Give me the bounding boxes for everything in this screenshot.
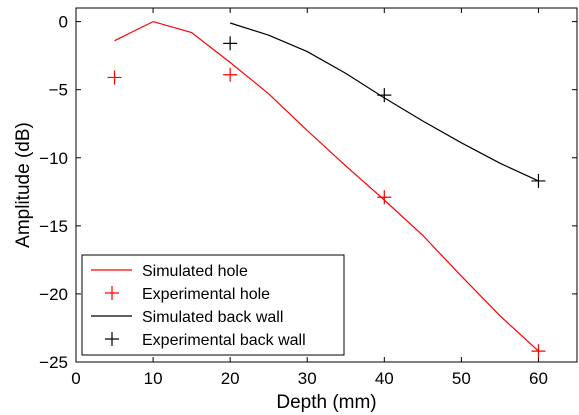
data-point-marker [377, 88, 392, 103]
series-line-0 [114, 20, 539, 352]
y-tick-label: −5 [49, 81, 68, 100]
x-tick-label: 10 [144, 369, 163, 388]
x-tick-label: 0 [71, 369, 80, 388]
x-tick-label: 40 [375, 369, 394, 388]
x-tick-label: 50 [452, 369, 471, 388]
y-tick-label: 0 [59, 13, 68, 32]
data-point-marker [223, 67, 238, 82]
legend-marker-swatch [105, 286, 119, 300]
data-point-marker [531, 173, 546, 188]
x-axis-label: Depth (mm) [276, 392, 376, 413]
legend-marker-swatch [105, 332, 119, 346]
data-point-marker [531, 344, 546, 359]
y-tick-label: −25 [39, 353, 68, 372]
legend-label: Experimental hole [142, 286, 270, 303]
y-tick-label: −15 [39, 217, 68, 236]
axis-ticks [75, 8, 577, 363]
series-markers-1 [107, 67, 546, 359]
data-point-marker [377, 190, 392, 205]
y-tick-label: −10 [39, 149, 68, 168]
legend-label: Experimental back wall [142, 332, 306, 349]
series-markers-3 [223, 36, 546, 188]
y-tick-label: −20 [39, 285, 68, 304]
legend-label: Simulated hole [142, 263, 248, 280]
data-point-marker [107, 70, 122, 85]
series-line [114, 20, 539, 352]
legend-label: Simulated back wall [142, 309, 283, 326]
x-tick-label: 60 [529, 369, 548, 388]
legend: Simulated hole Experimental hole Simulated… [81, 254, 345, 356]
series-layer [107, 20, 546, 359]
x-tick-label: 30 [298, 369, 317, 388]
data-point-marker [223, 36, 238, 51]
legend-box [81, 254, 345, 356]
y-axis-label: Amplitude (dB) [13, 122, 34, 248]
x-tick-label: 20 [221, 369, 240, 388]
axis-tick-labels: 0 10 20 30 40 50 60 0 −5 −10 −15 −20 −25 [39, 13, 548, 388]
